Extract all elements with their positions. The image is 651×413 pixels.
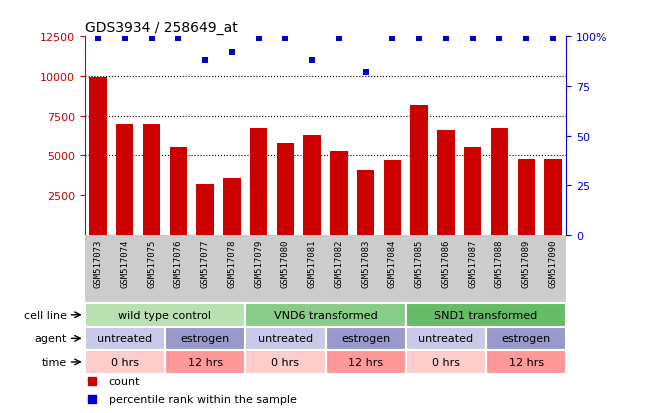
Text: time: time (42, 357, 67, 367)
Bar (491, 129, 508, 235)
Point (200, 58, 210, 64)
Bar (223, 179, 240, 235)
Point (334, 36, 344, 43)
Bar (85, 350, 165, 374)
Text: GSM517080: GSM517080 (281, 239, 290, 287)
Bar (85, 303, 245, 327)
Point (441, 36, 451, 43)
Text: percentile rank within the sample: percentile rank within the sample (109, 394, 297, 404)
Text: GSM517083: GSM517083 (361, 239, 370, 287)
Text: GSM517084: GSM517084 (388, 239, 397, 287)
Text: 12 hrs: 12 hrs (508, 357, 544, 367)
Bar (406, 327, 486, 350)
Point (253, 36, 264, 43)
Point (521, 36, 531, 43)
Bar (85, 327, 165, 350)
Bar (486, 350, 566, 374)
Bar (245, 350, 326, 374)
Bar (245, 327, 326, 350)
Text: untreated: untreated (419, 334, 473, 344)
Bar (245, 303, 406, 327)
Bar (406, 350, 486, 374)
Bar (326, 350, 406, 374)
Bar (197, 185, 214, 235)
Text: GSM517076: GSM517076 (174, 239, 183, 287)
Text: GSM517088: GSM517088 (495, 239, 504, 287)
Point (93, 36, 104, 43)
Point (280, 36, 290, 43)
Bar (383, 161, 401, 235)
Point (227, 50, 237, 56)
Text: GSM517073: GSM517073 (94, 239, 102, 287)
Text: GSM517075: GSM517075 (147, 239, 156, 287)
Bar (116, 124, 133, 235)
Text: 0 hrs: 0 hrs (432, 357, 460, 367)
Text: wild type control: wild type control (118, 310, 212, 320)
Point (494, 36, 505, 43)
Bar (250, 129, 268, 235)
Bar (464, 148, 481, 235)
Text: 12 hrs: 12 hrs (348, 357, 383, 367)
Text: GSM517089: GSM517089 (521, 239, 531, 287)
Bar (437, 131, 454, 235)
Text: VND6 transformed: VND6 transformed (273, 310, 378, 320)
Point (120, 36, 130, 43)
Point (173, 36, 184, 43)
Text: agent: agent (35, 334, 67, 344)
Point (467, 36, 478, 43)
Text: untreated: untreated (97, 334, 152, 344)
Bar (411, 106, 428, 235)
Point (547, 36, 558, 43)
Bar (170, 148, 187, 235)
Text: GSM517079: GSM517079 (254, 239, 263, 287)
Bar (357, 170, 374, 235)
Bar (406, 303, 566, 327)
Text: GSM517074: GSM517074 (120, 239, 130, 287)
Text: GSM517078: GSM517078 (227, 239, 236, 287)
Point (146, 36, 157, 43)
Text: GSM517082: GSM517082 (335, 239, 343, 287)
Text: count: count (109, 377, 140, 387)
Text: SND1 transformed: SND1 transformed (434, 310, 538, 320)
Text: GSM517086: GSM517086 (441, 239, 450, 287)
Text: estrogen: estrogen (180, 334, 230, 344)
Bar (165, 327, 245, 350)
Point (414, 36, 424, 43)
Text: GSM517081: GSM517081 (308, 239, 316, 287)
Text: 12 hrs: 12 hrs (187, 357, 223, 367)
Bar (277, 143, 294, 235)
Bar (89, 78, 107, 235)
Bar (326, 327, 406, 350)
Bar (330, 151, 348, 235)
Bar (303, 135, 321, 235)
Text: GSM517087: GSM517087 (468, 239, 477, 287)
Text: GSM517085: GSM517085 (415, 239, 424, 287)
Bar (544, 159, 562, 235)
Text: GSM517077: GSM517077 (201, 239, 210, 287)
Bar (518, 159, 535, 235)
Text: 0 hrs: 0 hrs (111, 357, 139, 367)
Bar (486, 327, 566, 350)
Bar (143, 125, 160, 235)
Text: GSM517090: GSM517090 (549, 239, 557, 287)
Text: untreated: untreated (258, 334, 313, 344)
Point (387, 36, 398, 43)
Point (361, 69, 371, 76)
Text: estrogen: estrogen (502, 334, 551, 344)
Point (307, 58, 317, 64)
Text: 0 hrs: 0 hrs (271, 357, 299, 367)
Text: GDS3934 / 258649_at: GDS3934 / 258649_at (85, 21, 238, 35)
Bar (165, 350, 245, 374)
Text: cell line: cell line (24, 310, 67, 320)
Text: estrogen: estrogen (341, 334, 390, 344)
